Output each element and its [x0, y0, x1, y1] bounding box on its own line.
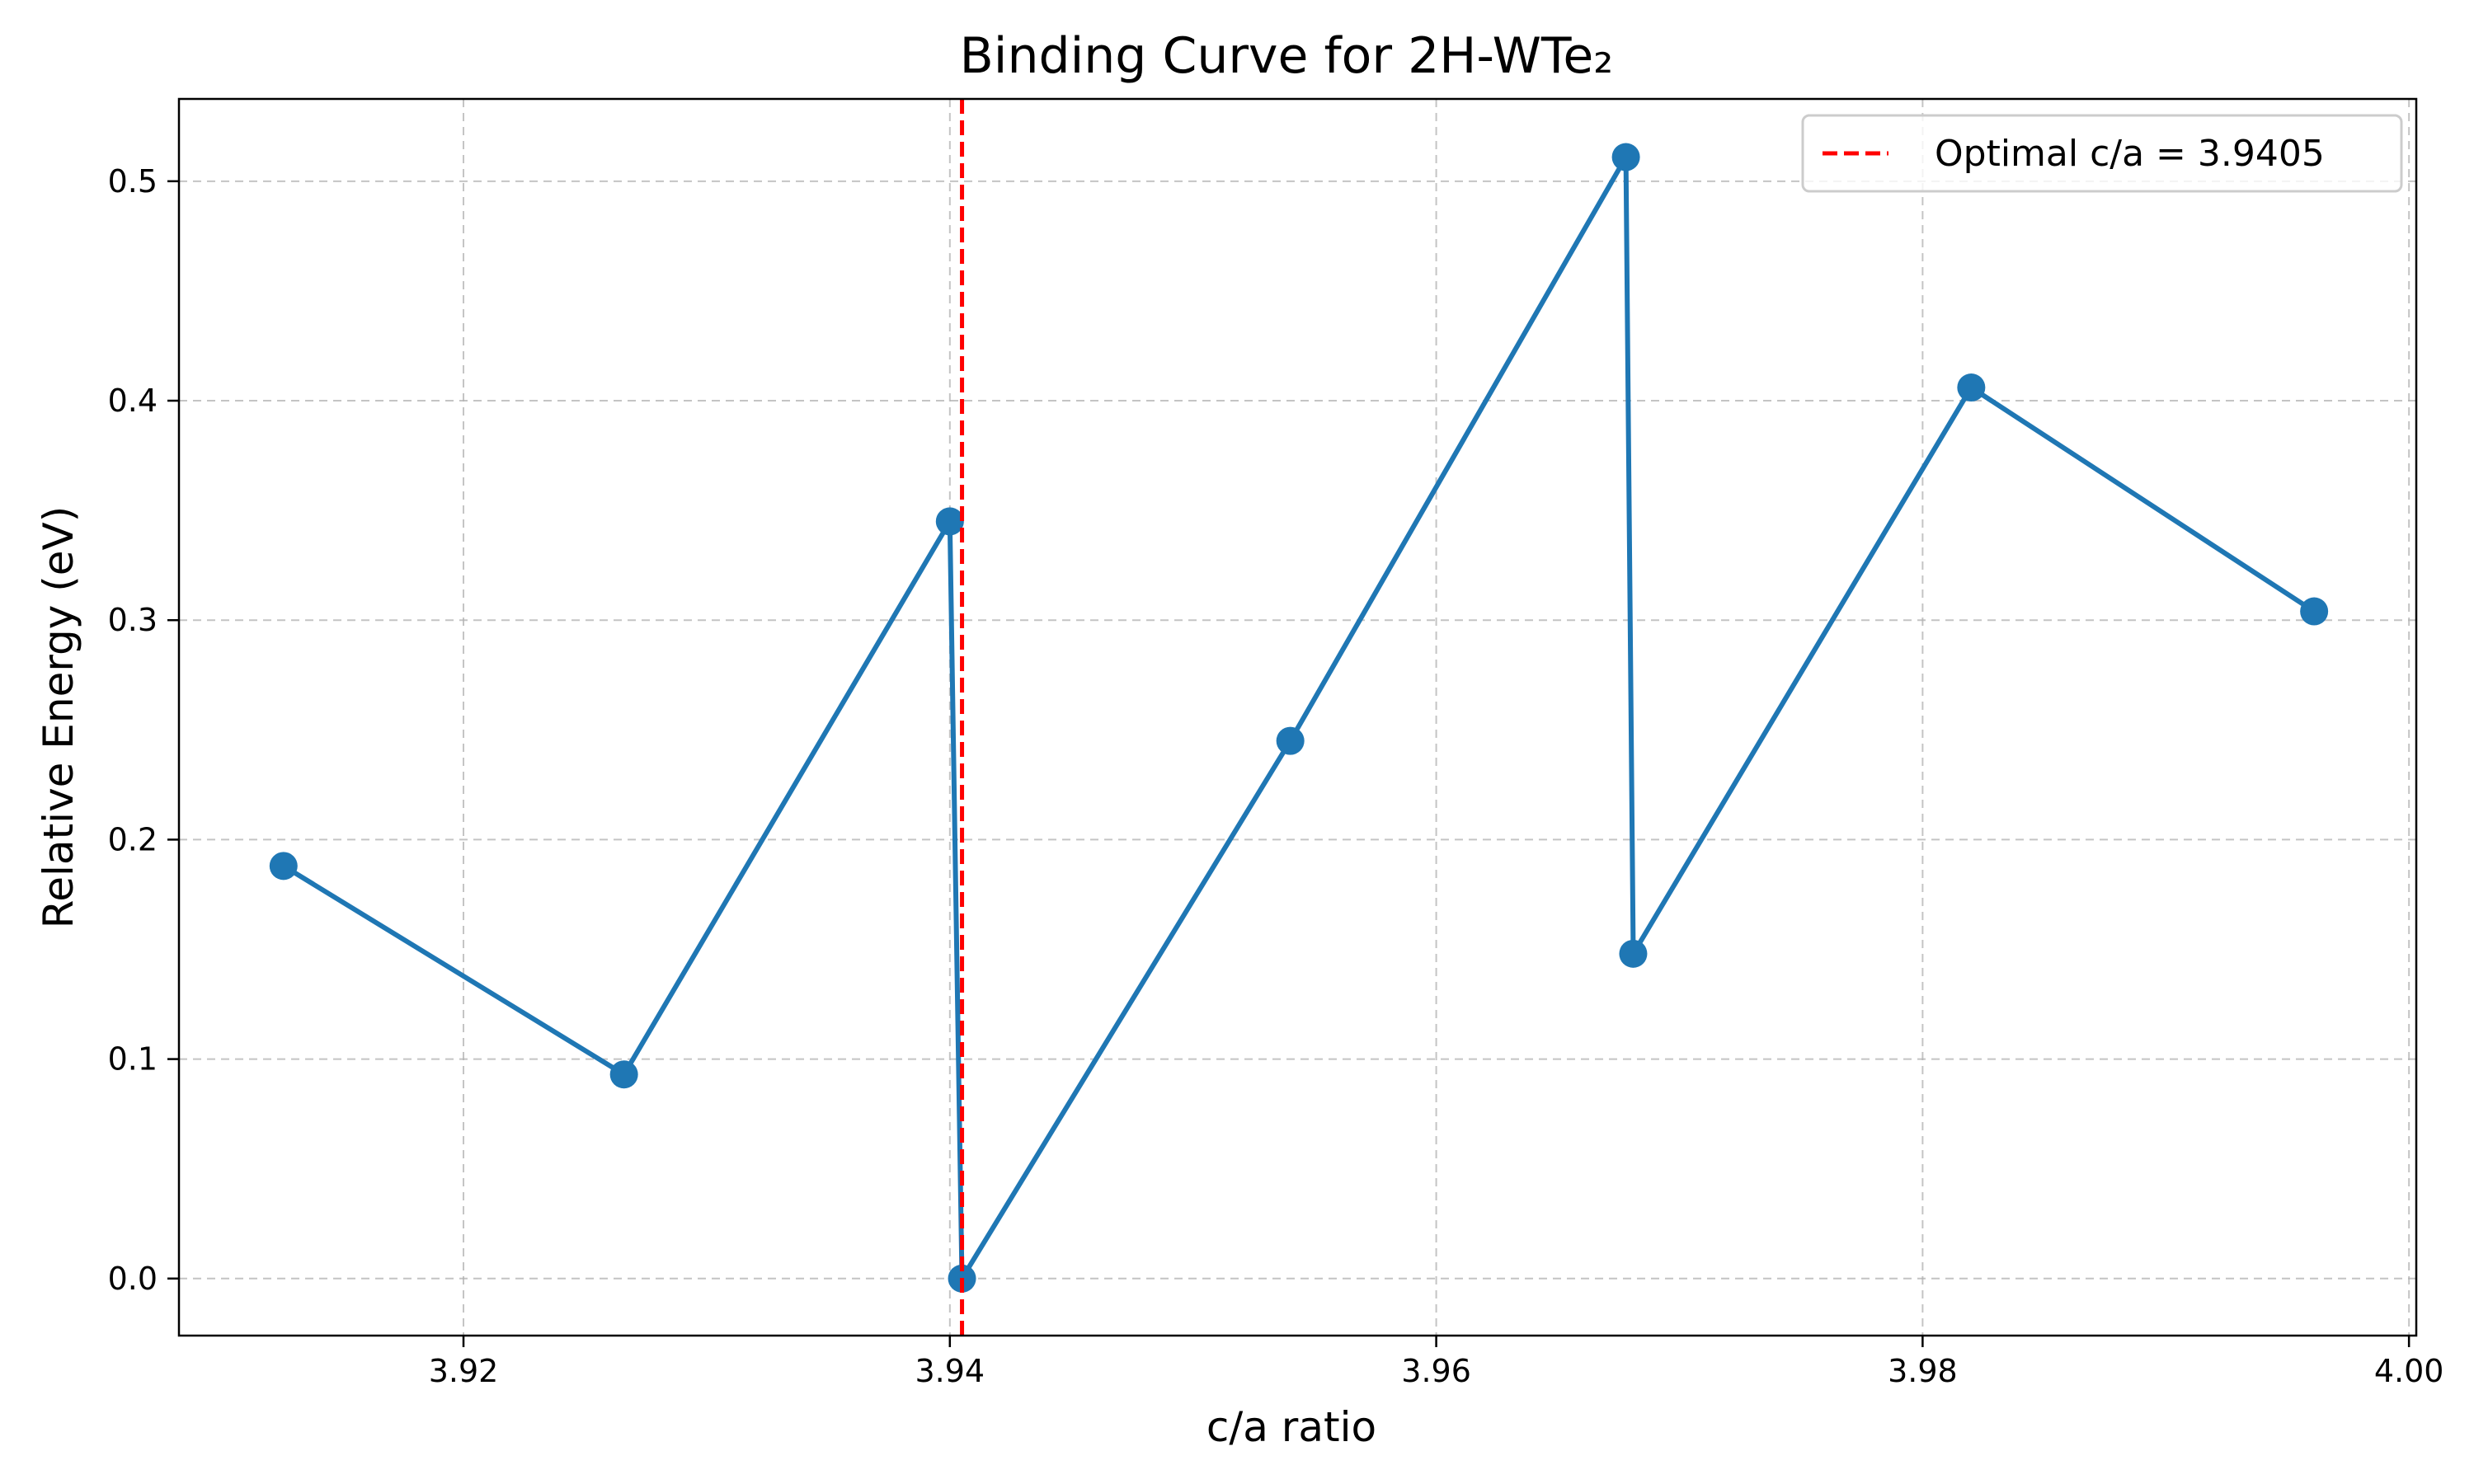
- y-axis-label: Relative Energy (eV): [35, 506, 82, 928]
- x-tick-label: 3.92: [429, 1353, 499, 1389]
- series-layer: [269, 143, 2329, 1293]
- y-tick-label: 0.0: [108, 1261, 158, 1297]
- grid-lines: [179, 99, 2416, 1336]
- x-tick-label: 3.96: [1401, 1353, 1471, 1389]
- y-tick-label: 0.3: [108, 602, 158, 638]
- x-tick-label: 4.00: [2374, 1353, 2444, 1389]
- data-point: [1611, 143, 1640, 171]
- plot-frame: [177, 97, 2418, 1337]
- axes: [177, 97, 2418, 1337]
- legend-box: [1801, 114, 2403, 193]
- data-point: [2300, 597, 2329, 626]
- x-tick-label: 3.98: [1888, 1353, 1958, 1389]
- y-tick-label: 0.2: [108, 821, 158, 857]
- y-tick-label: 0.5: [108, 163, 158, 200]
- chart-title: Binding Curve for 2H-WTe₂: [960, 27, 1614, 85]
- data-point: [1276, 726, 1305, 755]
- data-point: [935, 507, 964, 536]
- legend: Optimal c/a = 3.9405: [1801, 114, 2403, 193]
- data-point: [1957, 373, 1986, 402]
- ticks: 3.92 3.94 3.96 3.98 4.00 0.0 0.1 0.2 0.3 0.4 0.5: [108, 163, 2444, 1389]
- y-tick-label: 0.4: [108, 383, 158, 419]
- data-point: [269, 852, 298, 881]
- legend-label-optimal: Optimal c/a = 3.9405: [1935, 133, 2325, 175]
- y-tick-label: 0.1: [108, 1041, 158, 1078]
- data-point: [609, 1060, 638, 1089]
- data-point: [1619, 939, 1648, 968]
- x-axis-label: c/a ratio: [1206, 1403, 1376, 1451]
- x-tick-label: 3.94: [915, 1353, 985, 1389]
